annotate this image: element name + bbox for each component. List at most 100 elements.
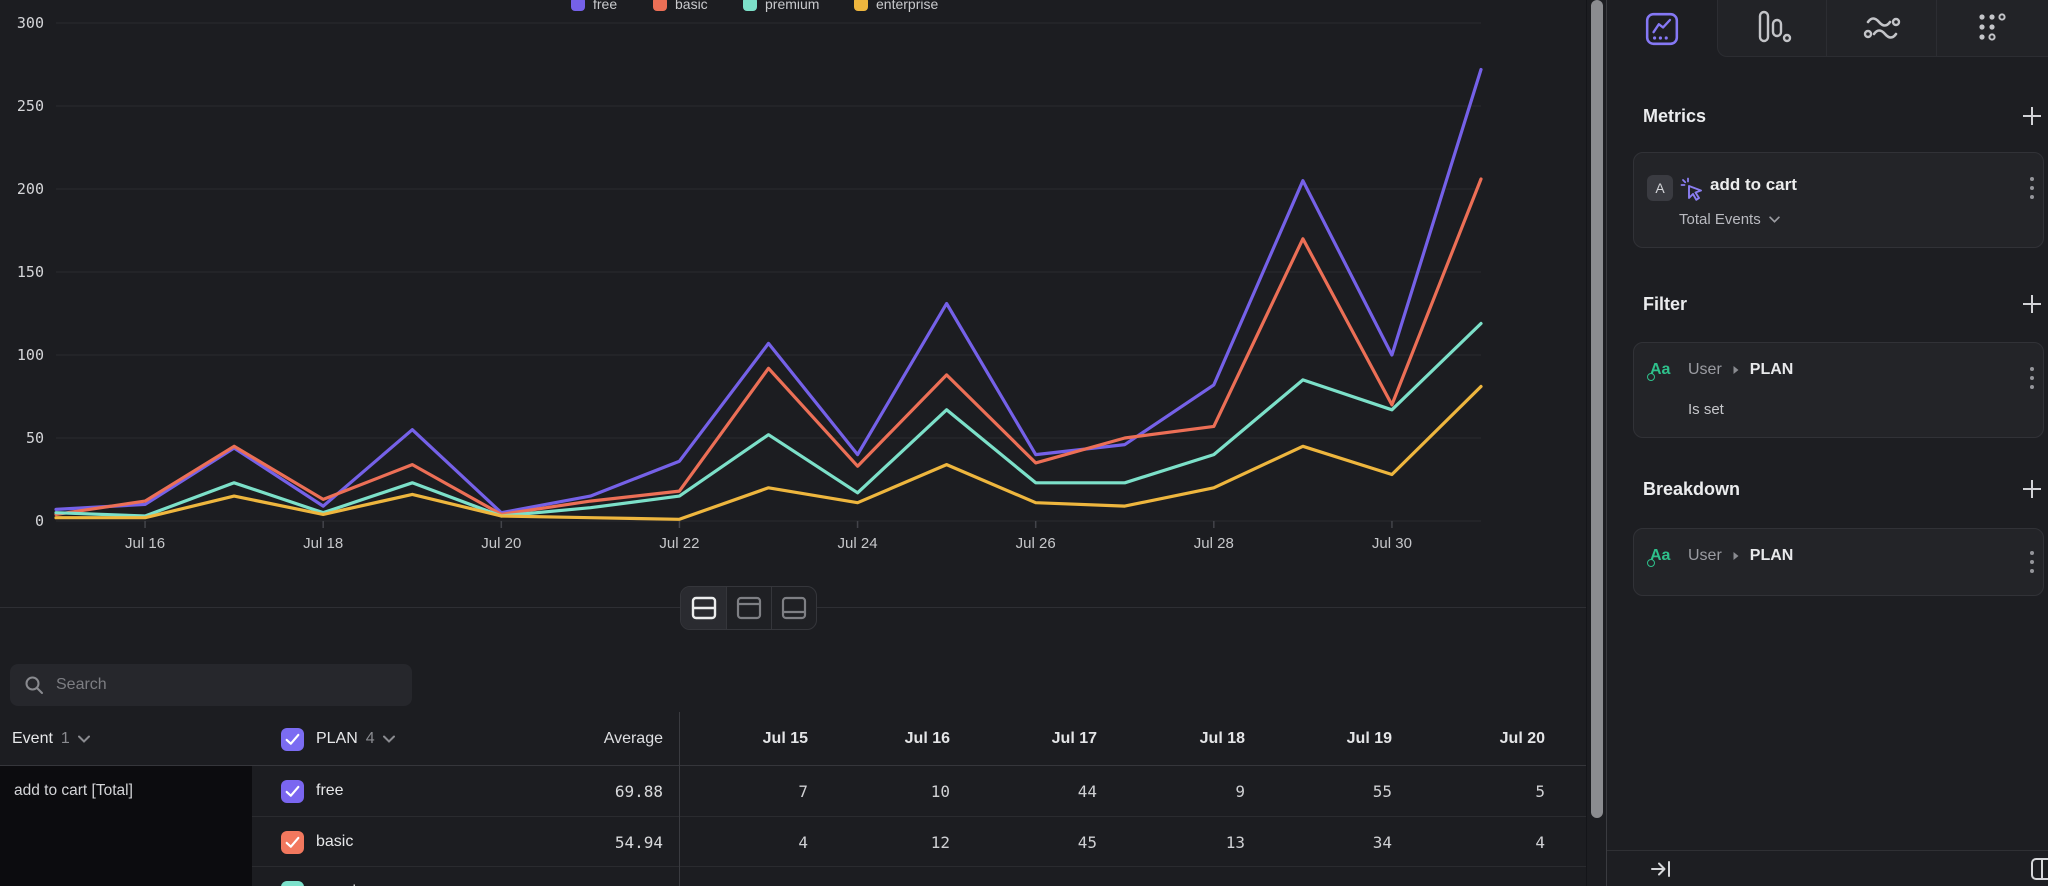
chevron-down-icon: [77, 735, 90, 743]
plus-icon: [2023, 107, 2041, 125]
filter-card[interactable]: Aa User PLAN Is set: [1633, 342, 2044, 438]
series-line-enterprise: [54, 384, 1483, 521]
row-label: free: [316, 782, 344, 799]
row-average-value: 33.00: [523, 867, 663, 886]
row-day-value: 5: [1535, 781, 1545, 801]
x-axis-label: Jul 24: [838, 535, 878, 552]
row-day-value: 45: [1077, 832, 1097, 852]
date-column-header[interactable]: Jul 18: [1199, 730, 1245, 747]
scrollbar-thumb[interactable]: [1591, 0, 1603, 818]
caret-right-icon: [1733, 552, 1739, 560]
table-row-premium[interactable]: premium33.0053235233: [252, 866, 1586, 886]
metric-event-name[interactable]: add to cart: [1710, 175, 1797, 194]
metric-group-label: add to cart [Total]: [14, 782, 133, 799]
row-checkbox[interactable]: [281, 881, 304, 886]
metric-card[interactable]: A add to cart Total Events: [1633, 152, 2044, 248]
row-day-value: 44: [1077, 781, 1097, 801]
row-average-value: 69.88: [614, 781, 663, 801]
series-line-basic: [54, 177, 1483, 517]
query-sidebar: Metrics A add to cart Total Events: [1606, 0, 2048, 886]
legend-swatch: [653, 0, 667, 11]
legend-label: enterprise: [876, 0, 939, 12]
legend-item-free[interactable]: free: [571, 0, 617, 15]
metric-aggregation-dropdown[interactable]: Total Events: [1679, 211, 1780, 228]
table-header-row: Event 1 PLAN 4 Average Jul 15 Jul 16 Jul 1: [0, 712, 1586, 766]
plus-icon: [2023, 295, 2041, 313]
add-filter-button[interactable]: [2020, 292, 2044, 316]
search-input-wrapper: [10, 664, 412, 706]
row-day-value: 3: [810, 867, 950, 886]
y-axis-label: 150: [17, 263, 44, 281]
layout-toggle-group: [680, 586, 817, 630]
table-row-basic[interactable]: basic 54.94 4 12 45 13 34 4: [252, 816, 1586, 866]
add-breakdown-button[interactable]: [2020, 477, 2044, 501]
metric-group-cell: add to cart [Total]: [0, 766, 252, 886]
layout-top-panel-button[interactable]: [726, 587, 771, 629]
cursor-click-icon: [1680, 177, 1702, 201]
row-day-value: 23: [1252, 867, 1392, 886]
tab-bar-chart[interactable]: [1716, 0, 1827, 57]
x-axis-label: Jul 18: [303, 535, 343, 552]
line-chart[interactable]: 0 50 100 150 200 250 300 Jul 16 Jul 18 Jul 20 Jul …: [0, 0, 1586, 560]
text-property-icon: Aa: [1647, 361, 1678, 381]
event-column-dropdown[interactable]: Event 1: [12, 712, 90, 766]
breakdown-card[interactable]: Aa User PLAN: [1633, 528, 2044, 596]
plan-select-all-checkbox[interactable]: [281, 727, 304, 751]
row-day-value: 34: [1372, 832, 1392, 852]
column-divider: [679, 712, 680, 886]
search-input[interactable]: [56, 676, 398, 694]
layout-bottom-panel-button[interactable]: [771, 587, 816, 629]
breakdown-options-menu[interactable]: [2023, 549, 2041, 575]
legend-item-enterprise[interactable]: enterprise: [854, 0, 938, 15]
date-column-header[interactable]: Jul 20: [1499, 730, 1545, 747]
row-day-value: 55: [1372, 781, 1392, 801]
layout-split-button[interactable]: [681, 587, 726, 629]
y-axis-label: 50: [26, 429, 44, 447]
row-day-value: 5: [1105, 867, 1245, 886]
legend-swatch: [743, 0, 757, 11]
x-axis-label: Jul 28: [1194, 535, 1234, 552]
date-column-header[interactable]: Jul 17: [1051, 730, 1097, 747]
row-label: premium: [316, 867, 378, 886]
layout-columns-icon[interactable]: [2029, 855, 2048, 883]
row-day-value: 4: [1535, 832, 1545, 852]
sidebar-tabs: [1607, 0, 2048, 57]
filter-options-menu[interactable]: [2023, 365, 2041, 391]
y-axis-label: 200: [17, 180, 44, 198]
flows-icon: [1863, 17, 1900, 39]
date-column-header[interactable]: Jul 19: [1346, 730, 1392, 747]
legend-item-basic[interactable]: basic: [653, 0, 708, 15]
legend-label: basic: [675, 0, 708, 12]
row-day-value: 10: [930, 781, 950, 801]
date-column-header[interactable]: Jul 16: [904, 730, 950, 747]
row-day-value: 7: [798, 781, 808, 801]
metric-options-menu[interactable]: [2023, 175, 2041, 201]
tab-more-charts[interactable]: [1936, 0, 2048, 57]
table-row-free[interactable]: free 69.88 7 10 44 9 55 5: [252, 766, 1586, 816]
row-checkbox[interactable]: [281, 831, 304, 854]
add-metric-button[interactable]: [2020, 104, 2044, 128]
collapse-panel-right-icon[interactable]: [1649, 857, 1673, 881]
sidebar-footer: [1607, 850, 2048, 886]
date-column-header[interactable]: Jul 15: [762, 730, 808, 747]
x-axis-label: Jul 26: [1016, 535, 1056, 552]
vertical-scrollbar[interactable]: [1586, 0, 1606, 886]
breakdown-section-title: Breakdown: [1643, 479, 1741, 499]
line-chart-icon: [1645, 12, 1678, 45]
legend-item-premium[interactable]: premium: [743, 0, 819, 15]
filter-condition[interactable]: Is set: [1688, 401, 1724, 418]
tab-line-chart[interactable]: [1607, 0, 1717, 57]
row-day-value: 12: [930, 832, 950, 852]
chevron-down-icon: [1768, 216, 1780, 223]
row-checkbox[interactable]: [281, 780, 304, 803]
row-day-value: 23: [957, 867, 1097, 886]
x-axis-label: Jul 30: [1372, 535, 1412, 552]
average-column-header[interactable]: Average: [603, 730, 663, 747]
legend-label: free: [593, 0, 618, 12]
row-day-value: 4: [798, 832, 808, 852]
chevron-down-icon[interactable]: [382, 735, 395, 743]
metrics-section-title: Metrics: [1643, 106, 1707, 126]
x-axis-label: Jul 16: [125, 535, 165, 552]
tab-flows[interactable]: [1826, 0, 1937, 57]
